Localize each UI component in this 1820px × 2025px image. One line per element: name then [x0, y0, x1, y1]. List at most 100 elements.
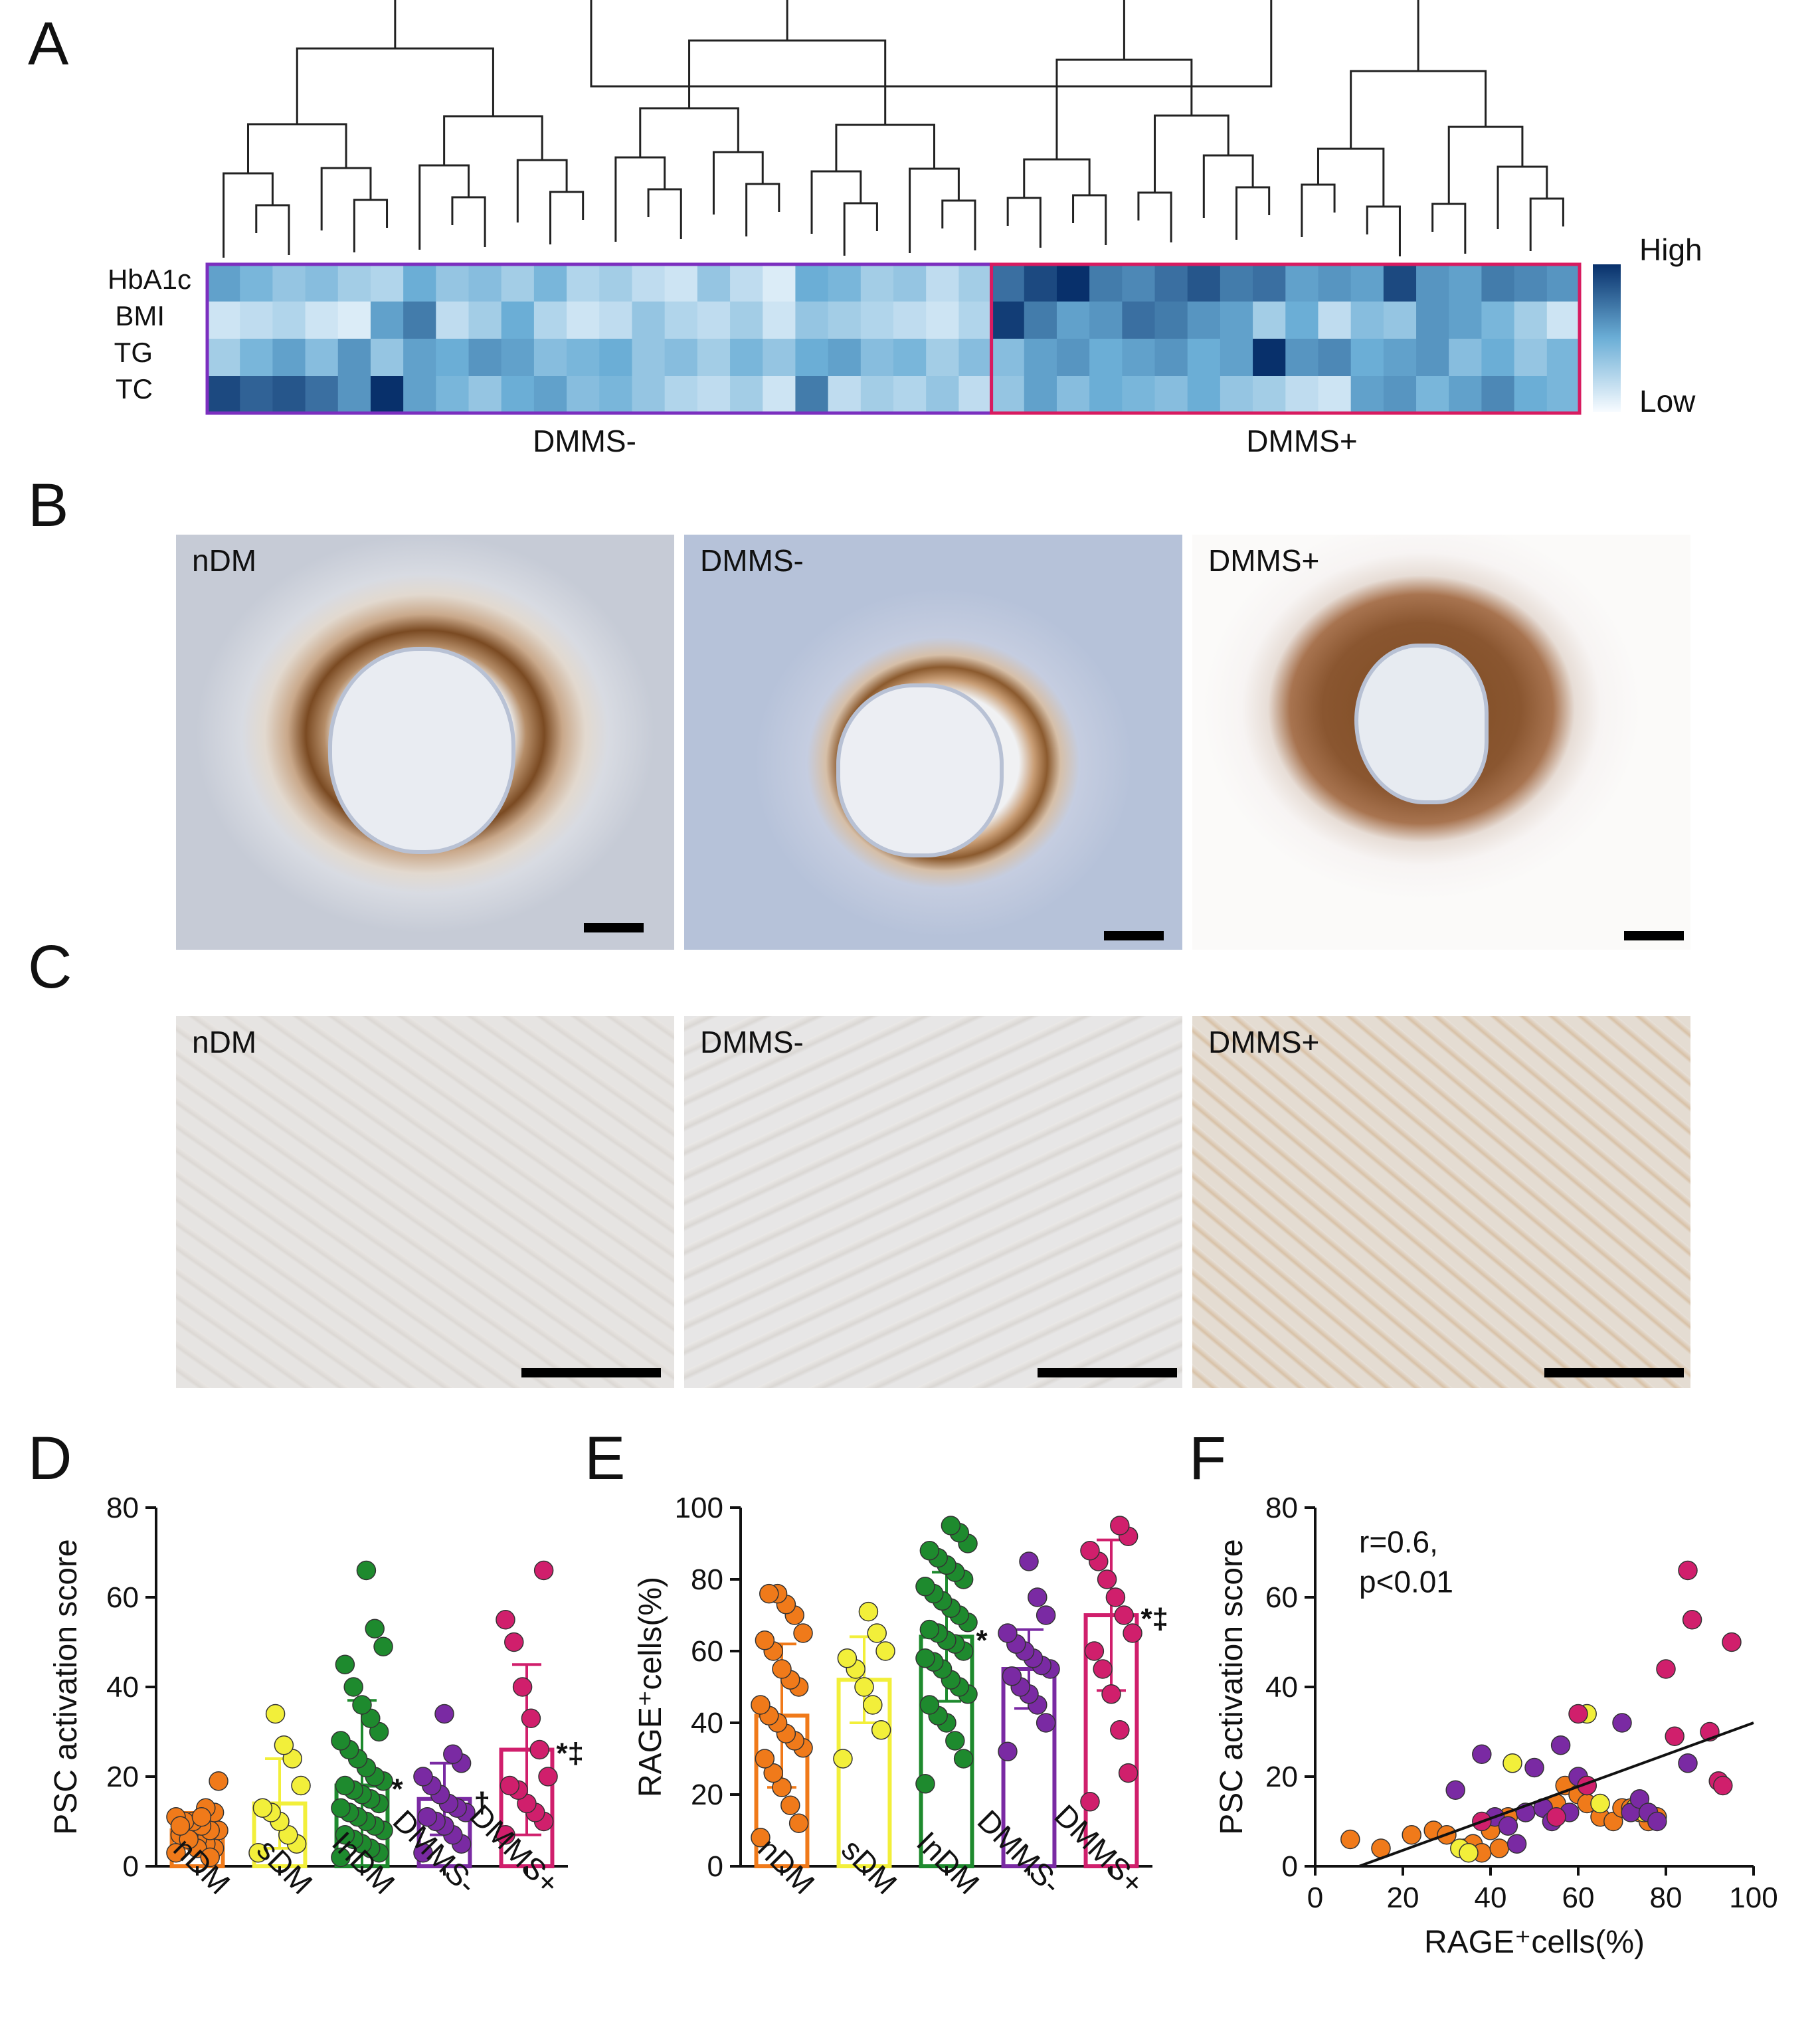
dendrogram-branch: [418, 164, 470, 250]
heatmap-cell: [697, 264, 731, 302]
heatmap-cell: [1285, 339, 1319, 377]
data-point: [945, 1731, 965, 1751]
data-point: [1682, 1610, 1702, 1630]
y-axis-label: PSC activation score: [48, 1539, 84, 1835]
dendrogram-branch: [443, 115, 543, 165]
dendrogram-branch: [1447, 126, 1524, 204]
panel-letter-d: D: [28, 1425, 72, 1492]
micrograph-c-ndm: nDM: [176, 1016, 674, 1388]
heatmap-cell: [763, 339, 796, 377]
heatmap-cell: [1122, 339, 1156, 377]
data-point: [200, 1847, 220, 1868]
dendrogram-branch: [1137, 191, 1172, 242]
heatmap-cell: [370, 339, 404, 377]
heatmap-cell: [730, 302, 763, 339]
heatmap-cell: [501, 339, 535, 377]
data-point: [915, 1648, 935, 1668]
heatmap-cell: [697, 376, 731, 414]
panel-letter-e: E: [585, 1425, 626, 1492]
panel-letter-b: B: [28, 472, 69, 539]
heatmap-cell: [533, 264, 567, 302]
data-point: [1110, 1516, 1130, 1536]
heatmap-cell: [599, 339, 632, 377]
data-point: [1472, 1744, 1492, 1764]
heatmap-cell: [599, 264, 632, 302]
heatmap-cell: [1089, 264, 1123, 302]
heatmap-cell: [599, 302, 632, 339]
heatmap-cell: [337, 302, 371, 339]
data-point: [998, 1741, 1018, 1761]
heatmap-cell: [272, 339, 306, 377]
heatmap-cell: [1350, 339, 1384, 377]
heatmap-cell: [828, 302, 862, 339]
data-point: [252, 1798, 273, 1818]
data-point: [443, 1744, 463, 1764]
data-point: [170, 1816, 191, 1836]
heatmap-cell: [1220, 264, 1253, 302]
heatmap-cell: [240, 264, 273, 302]
significance-mark: †: [474, 1787, 490, 1819]
data-point: [1502, 1753, 1522, 1773]
data-point: [854, 1677, 874, 1697]
heatmap-cell: [1089, 339, 1123, 377]
dendrogram-branch: [255, 204, 290, 255]
y-tick-label: 60: [691, 1635, 723, 1668]
heatmap-cell: [991, 339, 1025, 377]
dendrogram-branch: [1350, 70, 1487, 149]
data-point: [331, 1798, 351, 1818]
data-point: [191, 1807, 212, 1827]
color-legend-bar: [1593, 264, 1621, 412]
data-point: [356, 1560, 377, 1581]
heatmap-cell: [1154, 376, 1188, 414]
heatmap-cell: [1481, 339, 1515, 377]
heatmap-cell: [1514, 339, 1548, 377]
heatmap-cell: [403, 264, 436, 302]
panel-letter-f: F: [1189, 1425, 1227, 1492]
data-point: [772, 1777, 792, 1797]
heatmap-cell: [1350, 264, 1384, 302]
y-tick-label: 0: [1282, 1850, 1298, 1883]
data-point: [1459, 1843, 1479, 1863]
heatmap-cell: [1253, 339, 1286, 377]
micrograph-c-dmms-plus: DMMS+: [1192, 1016, 1690, 1388]
heatmap-cell: [991, 376, 1025, 414]
heatmap-cell: [795, 339, 829, 377]
heatmap-cell: [337, 376, 371, 414]
heatmap-cell: [533, 376, 567, 414]
heatmap-cell: [1350, 302, 1384, 339]
heatmap-cell: [370, 264, 404, 302]
data-point: [1647, 1811, 1667, 1832]
data-point: [788, 1813, 809, 1833]
data-point: [867, 1623, 887, 1643]
heatmap-cell: [632, 264, 666, 302]
micrograph-label: DMMS+: [1208, 1025, 1320, 1059]
x-tick-label: sDM: [835, 1832, 904, 1901]
x-tick-label: 100: [1729, 1882, 1777, 1914]
heatmap-cell: [664, 302, 698, 339]
heatmap-cell: [436, 339, 470, 377]
heatmap-cell: [370, 376, 404, 414]
data-point: [1036, 1713, 1056, 1733]
heatmap-cell: [436, 376, 470, 414]
heatmap-cell: [403, 339, 436, 377]
y-tick-label: 40: [106, 1671, 139, 1704]
dendrogram-branch: [843, 202, 878, 256]
heatmap-cell: [763, 376, 796, 414]
heatmap-panel: HbA1c BMI TG TC High Low DMMS- DMMS+: [108, 0, 1702, 458]
data-point: [496, 1825, 515, 1845]
data-point: [1678, 1753, 1698, 1773]
heatmap-cell: [1024, 376, 1057, 414]
data-point: [529, 1739, 549, 1760]
data-point: [941, 1516, 961, 1536]
data-point: [1713, 1775, 1733, 1796]
dendrogram-branch: [549, 191, 585, 244]
heatmap-cell: [1546, 302, 1580, 339]
heatmap-cell: [468, 376, 502, 414]
heatmap-cell: [958, 264, 992, 302]
heatmap-cell: [926, 264, 959, 302]
heatmap-cell: [1383, 339, 1417, 377]
data-point: [763, 1763, 783, 1783]
heatmap-cell: [207, 264, 240, 302]
heatmap-cell: [468, 339, 502, 377]
